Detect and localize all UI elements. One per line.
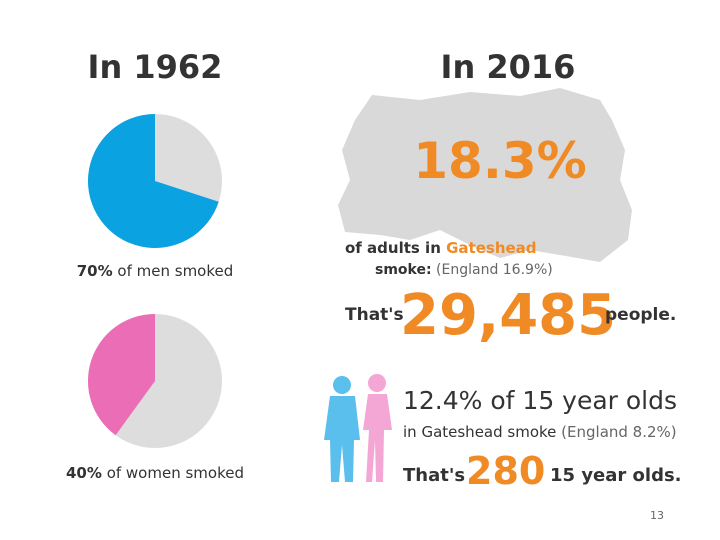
- england: (England 16.9%): [436, 262, 553, 278]
- pie-label: of men smoked: [117, 262, 233, 280]
- pie-caption: 40% of women smoked: [66, 464, 244, 482]
- rate: 18.3%: [413, 132, 586, 190]
- youth-text: in Gateshead smoke: [403, 423, 556, 441]
- thats: That's: [403, 465, 465, 486]
- boy-head: [333, 376, 351, 394]
- pie-caption: 70% of men smoked: [77, 262, 234, 280]
- page-number: 13: [650, 509, 664, 522]
- youth-line: in Gateshead smoke (England 8.2%): [403, 423, 677, 441]
- adults-line: of adults in Gateshead: [345, 239, 537, 257]
- silhouettes: [324, 374, 392, 482]
- youth-count: 280: [466, 449, 545, 493]
- girl-head: [368, 374, 386, 392]
- map: [338, 88, 632, 262]
- left-title: In 1962: [88, 48, 223, 86]
- smoke-line: smoke: (England 16.9%): [375, 262, 553, 278]
- adults-text: of adults in: [345, 239, 441, 257]
- youth-england: (England 8.2%): [561, 423, 676, 441]
- pie-value-label: 70%: [77, 262, 113, 280]
- pie-value-label: 40%: [66, 464, 102, 482]
- pie-label: of women smoked: [107, 464, 244, 482]
- place: Gateshead: [446, 239, 536, 257]
- smoke: smoke:: [375, 262, 432, 278]
- thats: That's: [345, 305, 404, 325]
- pie-wedge: [87, 114, 219, 249]
- youth-unit: 15 year olds.: [550, 465, 682, 486]
- pie-wedge: [87, 314, 155, 436]
- people-count: 29,485: [400, 283, 616, 348]
- youth-rate: 12.4% of 15 year olds: [403, 386, 677, 415]
- people: people.: [605, 305, 676, 325]
- boy-body: [324, 396, 360, 482]
- right-title: In 2016: [441, 48, 576, 86]
- girl-body: [363, 394, 392, 482]
- pies: [87, 114, 222, 448]
